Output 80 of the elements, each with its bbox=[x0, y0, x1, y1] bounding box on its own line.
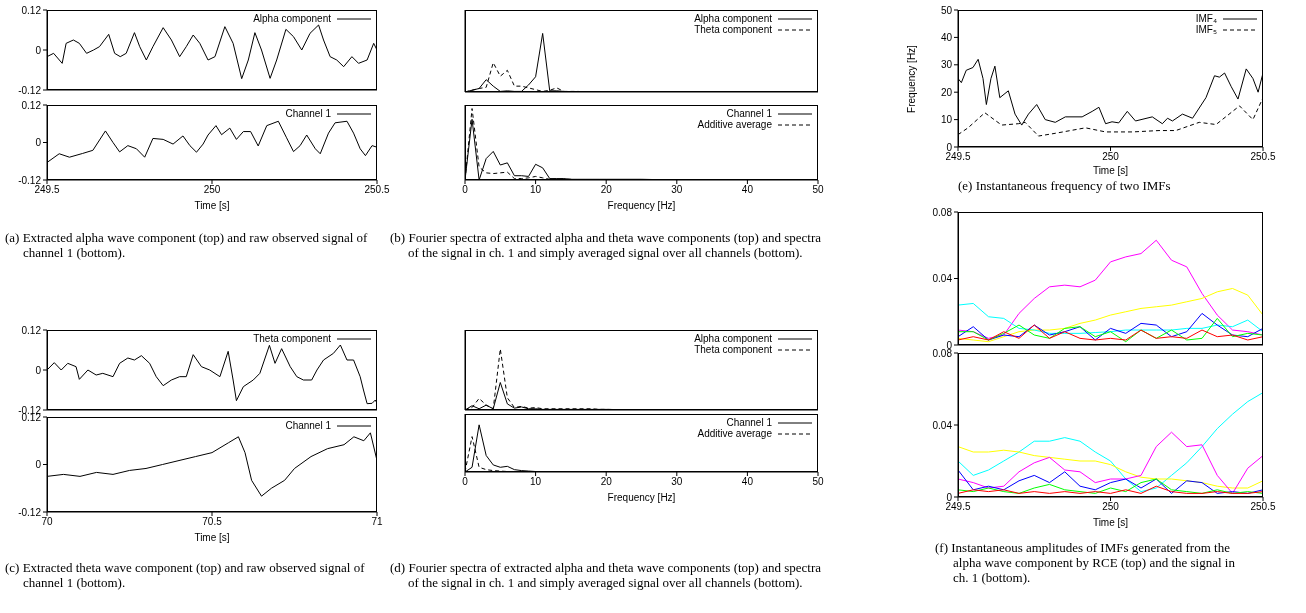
text: (b) Fourier spectra of extracted alpha and theta wave components (top) and spectra of the signal in ch. 1 and simply averaged signal over all channels (bottom). bbox=[390, 230, 822, 260]
x-tick-label: 70.5 bbox=[202, 516, 223, 528]
line-series bbox=[958, 312, 1263, 341]
legend-label: IMF₅ bbox=[1195, 24, 1217, 35]
x-tick-label: 30 bbox=[671, 476, 683, 488]
x-tick-label: 50 bbox=[812, 184, 824, 196]
line-series bbox=[958, 446, 1263, 489]
x-tick-label: 71 bbox=[371, 516, 383, 528]
x-tick-label: 250.5 bbox=[364, 184, 390, 196]
legend-label: IMF₄ bbox=[1195, 13, 1217, 24]
y-tick-label: 0.12 bbox=[21, 324, 42, 336]
x-tick-label: 250 bbox=[1102, 501, 1120, 513]
y-tick-label: 0 bbox=[35, 364, 42, 376]
y-tick-label: 40 bbox=[940, 31, 953, 43]
y-tick-label: 0.12 bbox=[21, 99, 42, 111]
y-tick-label: 0 bbox=[946, 141, 953, 153]
legend-label: Theta component bbox=[694, 344, 772, 355]
y-tick-label: 0 bbox=[35, 44, 42, 56]
legend-label: Additive average bbox=[697, 119, 772, 130]
text: (c) Extracted theta wave component (top) and raw observed signal of channel 1 (bottom). bbox=[5, 560, 365, 590]
x-axis-title: Time [s] bbox=[193, 532, 231, 544]
line-series bbox=[958, 302, 1263, 334]
legend-label: Theta component bbox=[253, 333, 331, 344]
line-series bbox=[958, 485, 1263, 494]
x-tick-label: 0 bbox=[462, 476, 469, 488]
y-tick-label: -0.12 bbox=[18, 84, 42, 96]
legend-label: Alpha component bbox=[694, 13, 772, 24]
y-tick-label: 0.08 bbox=[932, 206, 953, 218]
y-tick-label: 0.04 bbox=[932, 273, 953, 285]
y-tick-label: 0 bbox=[946, 491, 953, 503]
x-tick-label: 250.5 bbox=[1250, 151, 1276, 163]
x-tick-label: 250.5 bbox=[1250, 501, 1276, 513]
x-axis-title: Time [s] bbox=[1091, 165, 1130, 177]
x-tick-label: 30 bbox=[671, 184, 683, 196]
legend-label: Theta component bbox=[694, 24, 772, 35]
y-tick-label: 0 bbox=[35, 137, 42, 149]
legend-label: Channel 1 bbox=[285, 108, 331, 119]
x-tick-label: 10 bbox=[530, 184, 542, 196]
x-tick-label: 40 bbox=[741, 184, 754, 196]
legend-label: Channel 1 bbox=[285, 420, 331, 431]
y-tick-label: -0.12 bbox=[18, 174, 42, 186]
legend-label: Additive average bbox=[697, 428, 772, 439]
y-tick-label: 20 bbox=[940, 86, 953, 98]
x-axis-title: Frequency [Hz] bbox=[606, 200, 677, 212]
x-axis-title: Time [s] bbox=[1091, 517, 1130, 529]
y-tick-label: 0.12 bbox=[21, 4, 42, 16]
y-tick-label: 50 bbox=[940, 4, 953, 16]
y-tick-label: 0 bbox=[35, 459, 42, 471]
x-tick-label: 40 bbox=[741, 476, 754, 488]
text: (a) Extracted alpha wave component (top) and raw observed signal of channel 1 (bottom). bbox=[5, 230, 368, 260]
y-tick-label: 10 bbox=[940, 114, 953, 126]
line-series bbox=[958, 469, 1263, 494]
x-tick-label: 250 bbox=[1102, 151, 1120, 163]
legend-label: Channel 1 bbox=[726, 108, 772, 119]
x-tick-label: 249.5 bbox=[945, 501, 971, 513]
line-series bbox=[958, 324, 1263, 341]
x-tick-label: 10 bbox=[530, 476, 542, 488]
y-tick-label: -0.12 bbox=[18, 506, 42, 518]
legend-label: Alpha component bbox=[253, 13, 331, 24]
text: (d) Fourier spectra of extracted alpha and theta wave components (top) and spectra of the signal in ch. 1 and simply averaged signal over all channels (bottom). bbox=[390, 560, 822, 590]
x-tick-label: 0 bbox=[462, 184, 469, 196]
x-axis-title: Frequency [Hz] bbox=[606, 492, 677, 504]
line-series bbox=[958, 478, 1263, 494]
x-tick-label: 70 bbox=[41, 516, 53, 528]
x-axis-title: Time [s] bbox=[193, 200, 231, 212]
y-tick-label: 30 bbox=[940, 59, 953, 71]
x-tick-label: 20 bbox=[600, 184, 613, 196]
x-tick-label: 249.5 bbox=[945, 151, 971, 163]
legend-label: Alpha component bbox=[694, 333, 772, 344]
y-tick-label: 0.04 bbox=[932, 419, 953, 431]
y-axis-title: Frequency [Hz] bbox=[906, 44, 918, 113]
legend-label: Channel 1 bbox=[726, 417, 772, 428]
line-series bbox=[958, 431, 1263, 494]
x-tick-label: 20 bbox=[600, 476, 613, 488]
text: (e) Instantaneous frequency of two IMFs bbox=[958, 178, 1172, 193]
text: (f) Instantaneous amplitudes of IMFs generated from the alpha wave component by RCE (top) and the signal in ch. 1 (bottom). bbox=[935, 540, 1236, 585]
x-tick-label: 250 bbox=[203, 184, 221, 196]
x-tick-label: 50 bbox=[812, 476, 824, 488]
line-series bbox=[958, 392, 1263, 493]
x-tick-label: 249.5 bbox=[34, 184, 60, 196]
